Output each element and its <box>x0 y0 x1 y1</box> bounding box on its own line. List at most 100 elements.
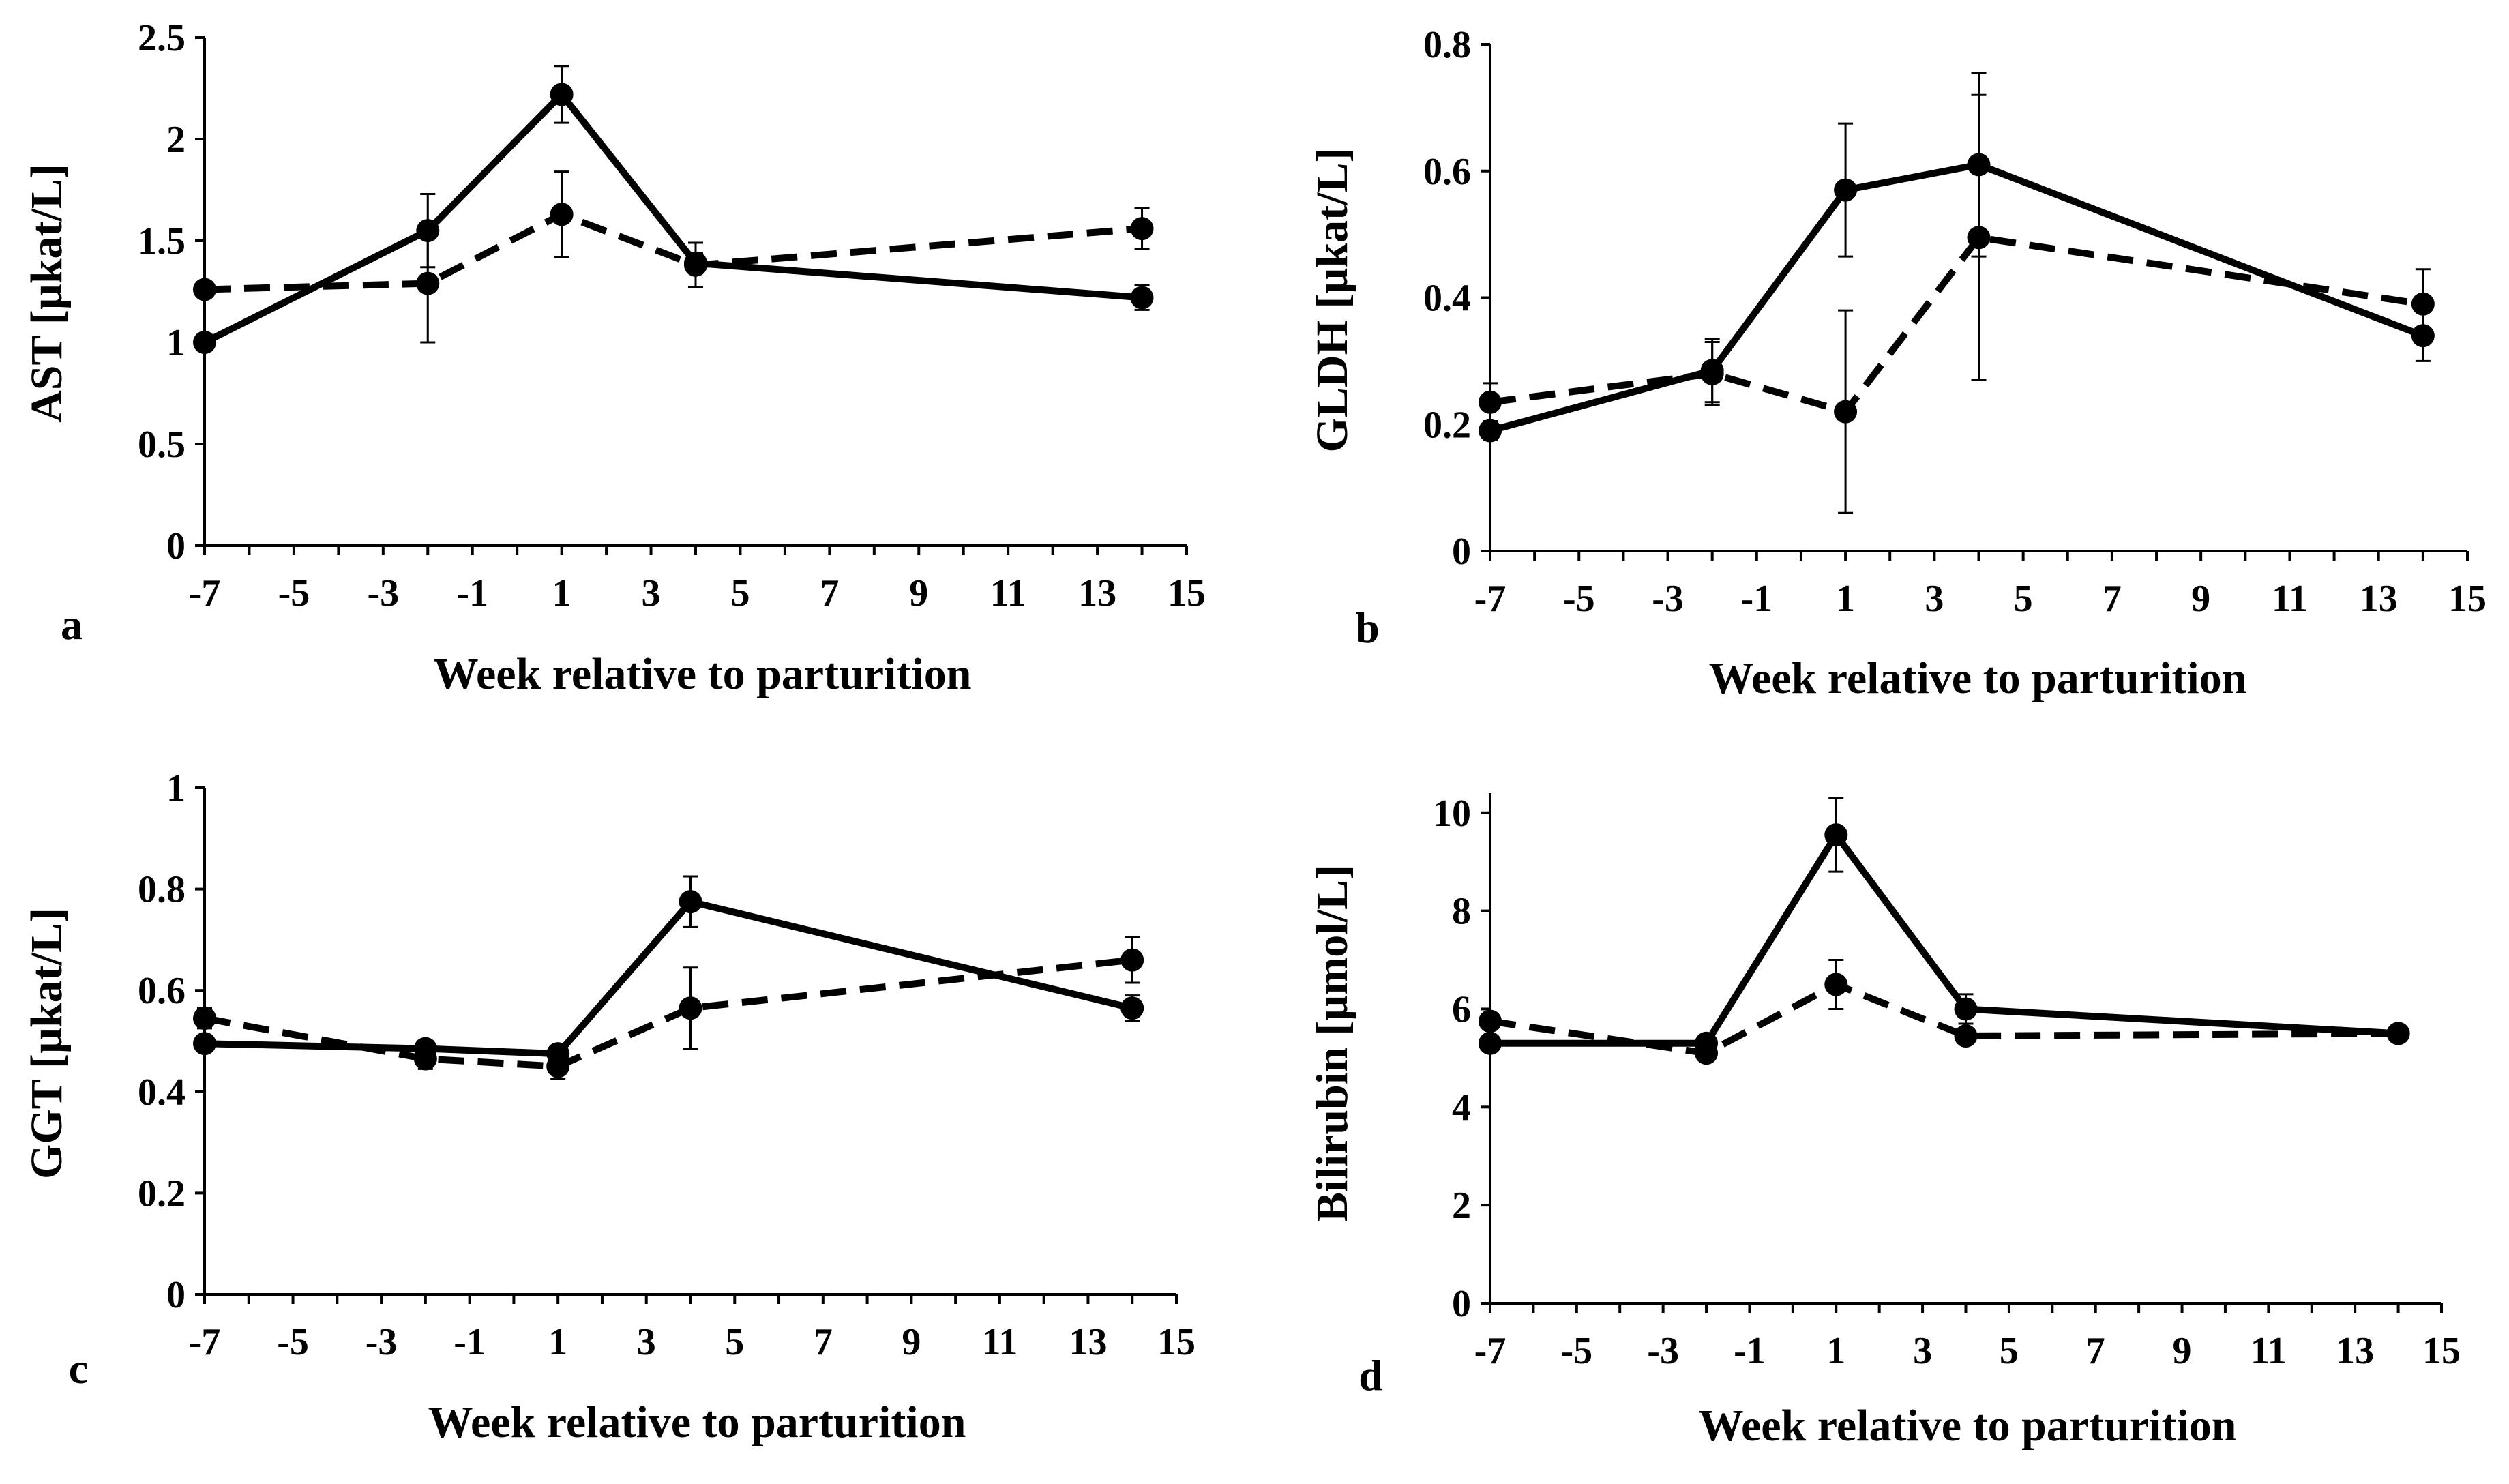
x-tick-label: 9 <box>909 572 928 614</box>
y-tick-label: 4 <box>1452 1086 1471 1129</box>
solid-data-point <box>1954 997 1978 1021</box>
data-marks <box>1479 72 2435 514</box>
y-tick-label: 0.8 <box>1423 24 1471 66</box>
x-axis-label: Week relative to parturition <box>1709 653 2247 703</box>
x-tick-label: -3 <box>1652 578 1684 620</box>
x-tick-label: -1 <box>456 572 488 614</box>
solid-data-point <box>550 83 574 106</box>
solid-data-point <box>679 890 702 914</box>
y-tick-label: 1 <box>166 322 185 364</box>
x-tick-label: 11 <box>990 572 1026 614</box>
y-tick-labels: 0 0.2 0.4 0.6 0.8 <box>1423 24 1471 573</box>
y-tick-label: 0.2 <box>1423 404 1471 446</box>
x-axis-label: Week relative to parturition <box>428 1397 966 1447</box>
solid-data-point <box>1479 419 1502 443</box>
x-tick-label: 3 <box>1913 1330 1932 1372</box>
x-tick-label: -7 <box>1474 1330 1506 1372</box>
y-axis-label: AST [µkat/L] <box>22 164 72 423</box>
panel-label: b <box>1355 604 1380 652</box>
y-tick-labels: 0 0.2 0.4 0.6 0.8 1 <box>138 767 185 1316</box>
dashed-data-point <box>1954 1024 1978 1048</box>
axes <box>1481 793 2443 1313</box>
y-tick-label: 0.6 <box>138 970 185 1012</box>
dashed-data-point <box>679 996 702 1020</box>
y-tick-label: 0 <box>1452 1283 1471 1325</box>
dashed-data-point <box>550 203 574 226</box>
y-tick-label: 2 <box>1452 1185 1471 1227</box>
x-tick-label: 13 <box>2336 1330 2374 1372</box>
solid-data-point <box>1824 823 1848 847</box>
x-tick-label: 5 <box>730 572 749 614</box>
data-marks <box>1479 797 2410 1065</box>
x-tick-label: 3 <box>1925 578 1944 620</box>
x-tick-label: 7 <box>814 1321 833 1363</box>
y-tick-label: 2.5 <box>138 17 185 59</box>
x-tick-label: 3 <box>637 1321 656 1363</box>
dashed-data-point <box>546 1054 570 1078</box>
y-tick-label: 0.6 <box>1423 151 1471 193</box>
x-tick-label: 3 <box>642 572 661 614</box>
dashed-data-point <box>1120 948 1144 972</box>
dashed-data-point <box>193 1007 216 1030</box>
y-tick-label: 0.2 <box>138 1172 185 1215</box>
y-tick-label: 8 <box>1452 891 1471 933</box>
x-tick-label: 11 <box>2251 1330 2287 1372</box>
x-tick-label: 1 <box>1836 578 1855 620</box>
x-axis-label: Week relative to parturition <box>434 649 972 699</box>
x-tick-label: 15 <box>2448 578 2486 620</box>
y-tick-label: 6 <box>1452 988 1471 1030</box>
x-tick-label: -5 <box>277 1321 309 1363</box>
x-tick-label: -7 <box>189 1321 221 1363</box>
x-tick-label: 15 <box>2422 1330 2461 1372</box>
dashed-data-point <box>413 1047 437 1071</box>
dashed-data-point <box>1834 400 1858 424</box>
y-tick-label: 0.4 <box>138 1071 185 1114</box>
panel-label: a <box>61 600 83 649</box>
y-tick-label: 10 <box>1433 792 1471 835</box>
x-tick-label: -5 <box>278 572 310 614</box>
y-tick-labels: 0 2 4 6 8 10 <box>1433 792 1471 1325</box>
x-tick-label: 11 <box>2272 578 2308 620</box>
x-tick-label: 13 <box>2360 578 2398 620</box>
y-tick-label: 1.5 <box>138 220 185 263</box>
dashed-data-point <box>1130 217 1154 241</box>
x-tick-label: 9 <box>2191 578 2210 620</box>
y-tick-label: 1 <box>166 767 185 810</box>
x-tick-labels: -7 -5 -3 -1 1 3 5 7 9 11 13 15 <box>1474 1330 2461 1372</box>
x-tick-label: -1 <box>454 1321 486 1363</box>
solid-data-point <box>1479 1031 1502 1055</box>
x-tick-label: -5 <box>1560 1330 1592 1372</box>
x-tick-labels: -7 -5 -3 -1 1 3 5 7 9 11 13 15 <box>189 572 1206 614</box>
y-tick-label: 2 <box>166 119 185 161</box>
solid-data-point <box>193 331 216 354</box>
x-tick-label: -5 <box>1563 578 1595 620</box>
dashed-data-point <box>1479 390 1502 414</box>
x-tick-label: 11 <box>981 1321 1018 1363</box>
x-tick-labels: -7 -5 -3 -1 1 3 5 7 9 11 13 15 <box>1474 578 2486 620</box>
x-tick-label: 1 <box>1826 1330 1845 1372</box>
x-axis-label: Week relative to parturition <box>1699 1401 2237 1451</box>
dashed-data-point <box>1824 973 1848 996</box>
solid-data-point <box>1130 286 1154 310</box>
dashed-data-point <box>684 253 707 277</box>
dashed-data-point <box>1967 226 1991 250</box>
y-tick-label: 0.5 <box>138 424 185 466</box>
y-axis-label: Bilirubin [µmol/L] <box>1307 865 1357 1222</box>
panel-label: d <box>1359 1351 1383 1399</box>
x-tick-label: 5 <box>725 1321 744 1363</box>
x-tick-label: -7 <box>189 572 221 614</box>
panel-label: c <box>69 1344 88 1393</box>
y-tick-label: 0.4 <box>1423 278 1471 320</box>
solid-data-point <box>1120 996 1144 1020</box>
y-axis-label: GGT [µkat/L] <box>22 908 72 1179</box>
x-tick-label: 9 <box>902 1321 921 1363</box>
x-tick-label: 15 <box>1157 1321 1196 1363</box>
dashed-data-point <box>2386 1022 2410 1045</box>
x-tick-label: 5 <box>2000 1330 2019 1372</box>
y-tick-label: 0 <box>166 1274 185 1316</box>
x-tick-label: -3 <box>1647 1330 1679 1372</box>
x-tick-label: 7 <box>2103 578 2122 620</box>
x-tick-label: 9 <box>2173 1330 2192 1372</box>
y-tick-labels: 0 0.5 1 1.5 2 2.5 <box>138 17 185 567</box>
